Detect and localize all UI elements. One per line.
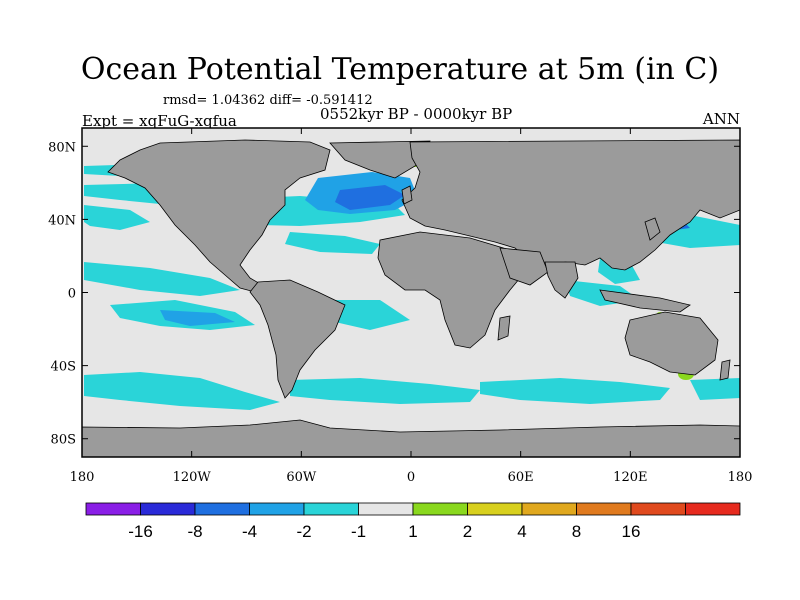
colorbar-label: 4 <box>517 522 526 541</box>
land-india <box>544 261 579 299</box>
x-tick-label: 180 <box>70 470 95 485</box>
colorbar-label: 16 <box>622 522 641 541</box>
anomaly-east-pacific-inner <box>160 310 235 326</box>
colorbar-swatch <box>685 502 741 516</box>
land-arabia <box>499 247 549 286</box>
anomaly-southern-ocean-atlantic <box>290 378 480 404</box>
land-madagascar <box>497 315 511 341</box>
colorbar-swatch <box>303 502 359 516</box>
anomaly-north-pacific <box>84 205 150 230</box>
continents <box>82 139 740 457</box>
y-tick-label: 80N <box>48 140 76 155</box>
colorbar-swatch <box>140 502 196 516</box>
land-japan <box>644 217 661 241</box>
anomaly-southern-ocean-west <box>84 372 280 410</box>
colorbar-label: -8 <box>187 522 202 541</box>
x-tick-label: 120W <box>173 470 212 485</box>
x-tick-label: 0 <box>407 470 415 485</box>
y-tick-label: 40N <box>48 213 76 228</box>
y-tick-label: 80S <box>51 433 76 448</box>
anomaly-southern-ocean-indian <box>480 378 670 404</box>
colorbar-swatch <box>358 502 414 516</box>
y-tick-label: 0 <box>68 287 76 302</box>
experiment-label: Expt = xqFuG-xqfua <box>82 112 237 130</box>
colorbar-swatch <box>412 502 468 516</box>
anomaly-south-pacific <box>84 262 240 296</box>
land-antarctica <box>82 419 740 457</box>
land-south-america <box>249 279 346 399</box>
x-tick-label: 180 <box>728 470 753 485</box>
land-africa <box>377 231 526 349</box>
colorbar-label: -2 <box>296 522 311 541</box>
colorbar-label: -16 <box>128 522 153 541</box>
stats-text: rmsd= 1.04362 diff= -0.591412 <box>163 93 373 108</box>
colorbar-swatch <box>467 502 523 516</box>
x-axis: 180 120W 60W 0 60E 120E 180 <box>70 128 753 485</box>
colorbar: -16 -8 -4 -2 -1 1 2 4 8 16 <box>85 502 741 541</box>
colorbar-swatch <box>249 502 305 516</box>
colorbar-swatch <box>85 502 141 516</box>
colorbar-swatch <box>521 502 577 516</box>
anomaly-south-atlantic <box>330 300 410 330</box>
x-tick-label: 60E <box>508 470 534 485</box>
colorbar-label: -1 <box>351 522 366 541</box>
colorbar-swatch <box>194 502 250 516</box>
period-label: 0552kyr BP - 0000kyr BP <box>320 105 513 123</box>
colorbar-swatch <box>576 502 632 516</box>
y-tick-label: 40S <box>51 360 76 375</box>
anomaly-north-atlantic-core <box>335 185 405 210</box>
land-new-zealand <box>719 359 731 381</box>
land-indonesia <box>599 289 691 313</box>
colorbar-label: 8 <box>572 522 581 541</box>
land-greenland <box>329 140 431 179</box>
x-tick-label: 120E <box>613 470 647 485</box>
colorbar-swatch <box>630 502 686 516</box>
colorbar-label: 2 <box>463 522 472 541</box>
y-axis: 80N 40N 0 40S 80S <box>48 140 740 448</box>
anomaly-southern-ocean-east <box>690 378 740 400</box>
anomaly-subtropic-atlantic <box>285 232 380 254</box>
season-label: ANN <box>702 110 740 128</box>
colorbar-label: 1 <box>408 522 417 541</box>
land-australia <box>624 311 719 376</box>
colorbar-label: -4 <box>242 522 257 541</box>
land-uk <box>401 185 413 205</box>
map-title: Ocean Potential Temperature at 5m (in C) <box>80 52 720 87</box>
x-tick-label: 60W <box>286 470 317 485</box>
